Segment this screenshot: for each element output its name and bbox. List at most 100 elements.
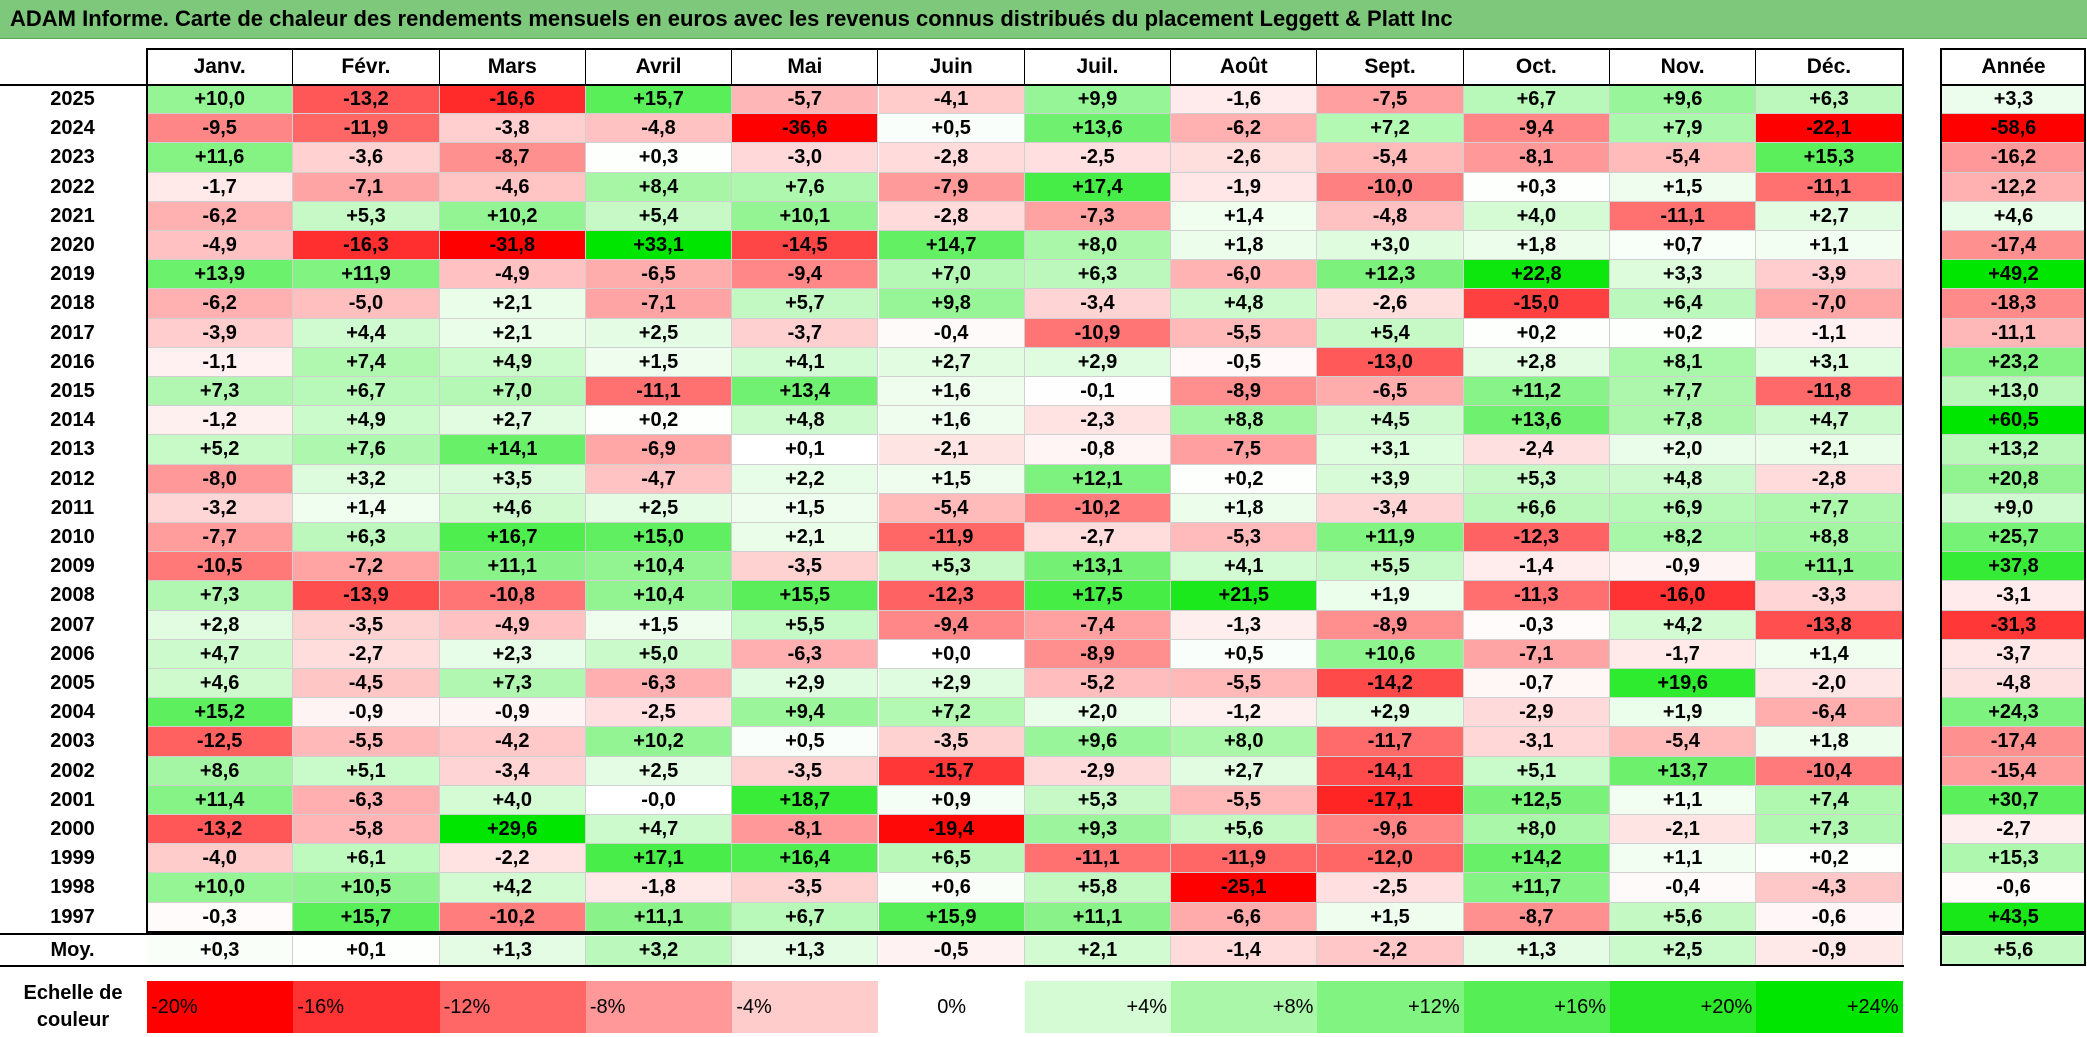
heatmap-cell: +0,3 [1463, 172, 1610, 202]
heatmap-cell: -13,2 [147, 815, 294, 845]
heatmap-cell: +7,2 [1317, 114, 1464, 144]
heatmap-cell: -3,9 [147, 318, 294, 348]
heatmap-cell: -4,5 [293, 669, 440, 699]
heatmap-cell: -5,5 [1171, 318, 1318, 348]
heatmap-cell: +2,7 [1756, 201, 1903, 231]
heatmap-cell: -6,3 [293, 785, 440, 815]
heatmap-cell: +13,4 [732, 377, 879, 407]
heatmap-cell: -5,5 [1171, 669, 1318, 699]
heatmap-cell: -2,4 [1463, 435, 1610, 465]
heatmap-cell: +7,3 [1756, 815, 1903, 845]
annual-cell: +13,0 [1941, 377, 2086, 407]
heatmap-cell: -4,9 [439, 610, 586, 640]
heatmap-cell: -2,5 [1024, 143, 1172, 173]
heatmap-cell: +0,5 [732, 727, 879, 757]
heatmap-cell: +13,6 [1024, 114, 1172, 144]
average-cell: +1,3 [1463, 935, 1610, 965]
average-cell: +0,3 [147, 935, 294, 965]
heatmap-cell: +7,3 [439, 669, 586, 699]
heatmap-cell: -16,0 [1610, 581, 1757, 611]
heatmap-cell: +13,6 [1463, 406, 1610, 436]
heatmap-cell: +4,7 [147, 639, 294, 669]
heatmap-cell: -3,9 [1756, 260, 1903, 290]
heatmap-cell: +17,5 [1024, 581, 1172, 611]
heatmap-cell: +7,4 [1756, 785, 1903, 815]
heatmap-cell: -12,0 [1317, 844, 1464, 874]
heatmap-cell: +3,3 [1610, 260, 1757, 290]
heatmap-cell: -2,5 [1317, 873, 1464, 903]
heatmap-cell: -6,5 [585, 260, 733, 290]
heatmap-cell: +14,7 [878, 231, 1025, 261]
heatmap-cell: -7,0 [1756, 289, 1903, 319]
average-cell: +3,2 [585, 935, 733, 965]
heatmap-cell: -13,8 [1756, 610, 1903, 640]
heatmap-cell: +8,1 [1610, 347, 1757, 377]
heatmap-cell: +11,9 [293, 260, 440, 290]
heatmap-cell: +1,5 [585, 610, 733, 640]
heatmap-cell: -7,5 [1317, 85, 1464, 115]
heatmap-cell: +9,4 [732, 698, 879, 728]
heatmap-cell: +13,1 [1024, 552, 1172, 582]
heatmap-cell: +7,7 [1756, 493, 1903, 523]
annual-cell: -15,4 [1941, 756, 2086, 786]
heatmap-cell: +5,3 [1463, 464, 1610, 494]
heatmap-cell: -2,9 [1024, 756, 1172, 786]
heatmap-cell: +11,1 [1024, 902, 1172, 932]
heatmap-cell: -7,1 [1463, 639, 1610, 669]
heatmap-cell: +3,0 [1317, 231, 1464, 261]
heatmap-cell: +2,2 [732, 464, 879, 494]
heatmap-cell: +2,9 [878, 669, 1025, 699]
heatmap-cell: -9,4 [878, 610, 1025, 640]
heatmap-cell: -7,3 [1024, 201, 1172, 231]
heatmap-cell: +4,6 [439, 493, 586, 523]
heatmap-cell: -1,6 [1171, 85, 1318, 115]
heatmap-cell: +2,5 [585, 318, 733, 348]
month-header: Oct. [1463, 49, 1610, 84]
heatmap-cell: +1,4 [1171, 201, 1318, 231]
heatmap-cell: +11,4 [147, 785, 294, 815]
heatmap-cell: -9,6 [1317, 815, 1464, 845]
heatmap-cell: -11,1 [1756, 172, 1903, 202]
year-label: 2023 [0, 143, 145, 173]
heatmap-cell: -2,3 [1024, 406, 1172, 436]
heatmap-cell: -0,9 [439, 698, 586, 728]
heatmap-cell: +4,2 [439, 873, 586, 903]
heatmap-cell: -1,7 [1610, 639, 1757, 669]
legend-swatch: +24% [1756, 981, 1903, 1033]
heatmap-cell: +2,1 [439, 289, 586, 319]
heatmap-cell: -3,4 [1317, 493, 1464, 523]
heatmap-cell: +0,0 [878, 639, 1025, 669]
heatmap-cell: -6,4 [1756, 698, 1903, 728]
heatmap-cell: +10,4 [585, 552, 733, 582]
heatmap-cell: -1,2 [1171, 698, 1318, 728]
heatmap-cell: -8,1 [1463, 143, 1610, 173]
average-cell: +0,1 [293, 935, 440, 965]
heatmap-cell: -0,8 [1024, 435, 1172, 465]
heatmap-cell: -1,1 [1756, 318, 1903, 348]
heatmap-cell: +2,1 [439, 318, 586, 348]
heatmap-cell: +2,0 [1024, 698, 1172, 728]
heatmap-cell: -8,0 [147, 464, 294, 494]
heatmap-cell: +7,9 [1610, 114, 1757, 144]
annual-cell: +49,2 [1941, 260, 2086, 290]
heatmap-cell: -4,8 [1317, 201, 1464, 231]
heatmap-cell: +33,1 [585, 231, 733, 261]
year-label: 1999 [0, 844, 145, 874]
year-label: 2022 [0, 172, 145, 202]
heatmap-cell: -10,2 [1024, 493, 1172, 523]
heatmap-cell: -3,3 [1756, 581, 1903, 611]
heatmap-cell: -6,2 [147, 201, 294, 231]
heatmap-cell: -0,7 [1463, 669, 1610, 699]
heatmap-cell: +4,0 [439, 785, 586, 815]
heatmap-cell: -11,3 [1463, 581, 1610, 611]
heatmap-cell: -0,5 [1171, 347, 1318, 377]
heatmap-cell: +17,1 [585, 844, 733, 874]
annual-cell: +3,3 [1941, 85, 2086, 115]
annual-cell: -58,6 [1941, 114, 2086, 144]
heatmap-cell: +7,7 [1610, 377, 1757, 407]
heatmap-cell: +12,5 [1463, 785, 1610, 815]
heatmap-cell: +15,7 [585, 85, 733, 115]
month-header: Avril [585, 49, 733, 84]
heatmap-cell: -4,0 [147, 844, 294, 874]
heatmap-cell: -2,8 [1756, 464, 1903, 494]
